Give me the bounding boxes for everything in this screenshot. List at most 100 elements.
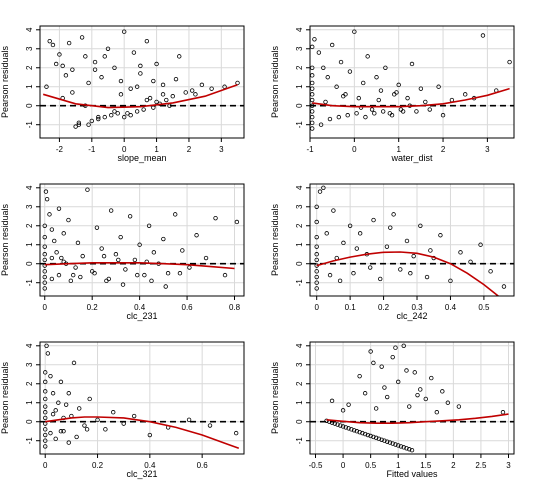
x-tick-label: -2 (56, 145, 64, 154)
data-point (314, 219, 319, 225)
data-point (379, 364, 384, 369)
plot-area: -2 -1 0 1 2 3 -1 0 1 2 3 4 (25, 25, 245, 154)
data-point (84, 427, 90, 432)
data-point (58, 379, 64, 385)
data-point (77, 406, 82, 411)
x-tick-label: 1 (154, 145, 159, 154)
grid (40, 184, 244, 296)
data-point (207, 423, 213, 428)
data-point (111, 410, 116, 415)
data-point (49, 255, 55, 261)
panel-clc-242: 0 0.1 0.2 0.3 0.4 0.5 -1 0 1 2 3 4 Pearson residual… (270, 183, 515, 321)
data-point (327, 272, 333, 278)
data-point (134, 84, 140, 89)
data-point (367, 265, 373, 270)
x-tick-label: 0.4 (134, 303, 146, 312)
data-point (376, 97, 381, 103)
panel-xlabel: clc_231 (126, 311, 157, 321)
data-point (396, 379, 401, 385)
x-tick-label: -1 (306, 145, 314, 154)
data-point (310, 97, 315, 103)
data-point (45, 351, 51, 356)
data-point (66, 391, 71, 396)
data-point (50, 411, 56, 417)
data-point (44, 343, 49, 348)
data-point (314, 252, 319, 257)
data-point (411, 253, 416, 259)
data-point (401, 445, 406, 450)
data-point (177, 54, 182, 59)
data-point (369, 107, 375, 112)
y-axis: -1 0 1 2 3 4 (25, 185, 40, 286)
plot-area: -1 0 1 2 3 -1 0 1 2 3 4 (295, 25, 515, 154)
data-point (338, 59, 344, 65)
data-point (478, 242, 483, 247)
x-tick-label: 3 (485, 145, 490, 154)
plot-frame (39, 25, 245, 139)
y-tick-label: 4 (25, 343, 34, 348)
data-point (94, 225, 100, 230)
data-points (310, 29, 512, 131)
data-point (456, 404, 462, 409)
data-point (374, 75, 379, 80)
data-point (412, 370, 417, 375)
data-point (113, 252, 119, 257)
panel-ylabel: Pearson residuals (0, 45, 10, 118)
y-tick-label: 0 (295, 419, 304, 424)
data-point (391, 212, 396, 217)
y-tick-label: -1 (295, 437, 304, 445)
x-axis: -2 -1 0 1 2 3 (56, 138, 224, 154)
data-point (42, 244, 47, 249)
data-point (233, 430, 239, 436)
data-point (468, 259, 473, 265)
data-point (47, 212, 52, 217)
data-point (116, 257, 121, 263)
data-point (396, 82, 401, 88)
data-point (314, 274, 319, 280)
x-tick-label: 3 (219, 145, 224, 154)
smooth-fit-curve (42, 84, 238, 109)
data-point (134, 109, 140, 114)
data-point (387, 440, 393, 445)
data-point (371, 217, 376, 223)
data-point (85, 187, 90, 192)
y-tick-label: 0 (295, 261, 304, 266)
data-point (323, 99, 328, 105)
data-point (128, 113, 133, 118)
y-tick-label: 3 (25, 204, 34, 209)
data-point (43, 410, 48, 415)
data-point (415, 392, 420, 398)
data-point (82, 423, 87, 428)
smooth-fit-curve (326, 413, 509, 424)
data-point (63, 73, 69, 78)
y-tick-label: -1 (295, 279, 304, 287)
data-point (357, 231, 363, 236)
data-point (310, 73, 315, 78)
data-point (332, 421, 338, 426)
data-point (99, 75, 104, 80)
data-point (42, 274, 47, 280)
data-point (144, 38, 150, 44)
data-point (418, 387, 423, 392)
data-point (235, 80, 240, 86)
data-point (363, 114, 368, 120)
data-point (66, 440, 71, 445)
y-tick-label: -1 (25, 121, 34, 129)
data-point (71, 360, 77, 366)
data-point (321, 185, 326, 190)
plot-area: 0 0.2 0.4 0.6 -1 0 1 2 3 4 (25, 341, 245, 470)
data-point (445, 400, 451, 405)
data-point (203, 255, 209, 261)
data-point (68, 278, 74, 284)
data-point (128, 86, 133, 91)
data-point (379, 437, 384, 442)
data-point (390, 354, 395, 360)
panel-xlabel: Fitted values (386, 469, 438, 479)
data-point (189, 88, 195, 93)
data-point (368, 349, 373, 354)
data-point (96, 114, 101, 120)
data-point (115, 111, 120, 116)
data-point (177, 271, 183, 276)
y-tick-label: 3 (295, 46, 304, 51)
data-point (378, 88, 384, 93)
